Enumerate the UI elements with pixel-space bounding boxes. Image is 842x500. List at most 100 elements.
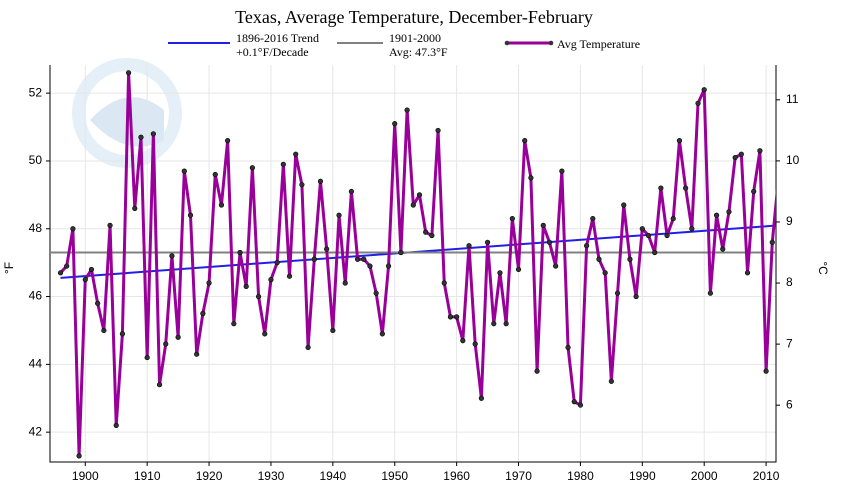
- data-point: [169, 253, 175, 259]
- data-point: [664, 232, 670, 239]
- data-point: [763, 368, 769, 374]
- data-point: [454, 314, 460, 320]
- data-point: [738, 151, 744, 157]
- data-point: [181, 168, 187, 174]
- axis-frame: [49, 65, 777, 463]
- data-point: [76, 453, 82, 459]
- data-point: [342, 280, 348, 286]
- data-point: [590, 215, 596, 222]
- legend-label: Avg: 47.3°F: [389, 45, 448, 59]
- data-point: [713, 212, 720, 218]
- data-point: [423, 229, 429, 235]
- data-point: [138, 134, 144, 140]
- y2-tick-label: 7: [786, 336, 793, 350]
- data-point: [608, 378, 614, 384]
- y2-tick-label: 8: [786, 275, 793, 289]
- x-tick-label: 2010: [753, 469, 780, 483]
- x-tick-label: 1900: [72, 469, 99, 483]
- data-point: [565, 344, 571, 351]
- data-point: [670, 215, 676, 222]
- data-point: [385, 263, 392, 269]
- data-point: [744, 270, 751, 276]
- data-point: [107, 222, 113, 228]
- data-point: [720, 246, 726, 252]
- data-point: [429, 232, 435, 239]
- x-tick-label: 1970: [505, 469, 532, 483]
- data-point: [701, 87, 707, 93]
- data-point: [212, 171, 218, 178]
- legend-label: +0.1°F/Decade: [236, 45, 309, 59]
- data-point: [293, 151, 299, 157]
- x-tick-label: 1980: [567, 469, 594, 483]
- data-point: [156, 382, 163, 388]
- data-point: [70, 226, 76, 232]
- data-point: [621, 202, 627, 208]
- data-point: [243, 283, 249, 289]
- x-tick-label: 1950: [381, 469, 408, 483]
- data-point: [286, 273, 293, 279]
- y-tick-label: 42: [29, 424, 43, 438]
- data-point: [602, 270, 608, 276]
- y2-axis-label: °C: [816, 261, 830, 275]
- data-point: [769, 239, 775, 245]
- data-point: [398, 249, 404, 256]
- data-point: [348, 188, 355, 195]
- data-point: [144, 354, 150, 361]
- y2-tick-label: 10: [786, 153, 800, 167]
- data-point: [441, 280, 447, 286]
- data-point: [299, 182, 305, 188]
- legend-marker: [504, 40, 510, 46]
- data-point: [707, 290, 713, 296]
- x-tick-label: 1940: [319, 469, 346, 483]
- y2-tick-label: 11: [786, 92, 799, 106]
- data-point: [95, 300, 101, 306]
- data-point: [775, 177, 776, 179]
- x-tick-label: 1920: [196, 469, 223, 483]
- data-point: [82, 277, 88, 283]
- data-point: [732, 154, 738, 161]
- data-point: [757, 148, 763, 154]
- data-point: [695, 100, 701, 106]
- x-tick-label: 2000: [691, 469, 718, 483]
- data-point: [218, 202, 225, 208]
- data-point: [404, 107, 410, 113]
- data-point: [305, 344, 311, 351]
- data-point: [206, 280, 212, 286]
- data-point: [163, 341, 169, 347]
- data-point: [379, 331, 385, 337]
- data-point: [187, 212, 194, 218]
- legend-label: 1901-2000: [389, 31, 441, 45]
- data-point: [472, 341, 478, 347]
- data-point: [231, 321, 237, 327]
- data-point: [255, 293, 262, 300]
- data-point: [596, 256, 602, 262]
- data-point: [751, 188, 757, 195]
- y-tick-label: 50: [29, 153, 43, 167]
- data-point: [150, 131, 156, 137]
- data-point: [577, 402, 584, 408]
- data-point: [88, 266, 95, 273]
- data-point: [361, 256, 367, 262]
- legend-label: Avg Temperature: [557, 37, 640, 51]
- data-point: [546, 239, 553, 245]
- data-point: [119, 331, 126, 337]
- data-point: [658, 185, 664, 191]
- y-tick-label: 44: [29, 357, 43, 371]
- data-point: [392, 121, 398, 127]
- data-point: [200, 310, 206, 317]
- data-point: [503, 321, 509, 327]
- data-point: [559, 168, 565, 174]
- data-point: [330, 327, 336, 334]
- data-point: [491, 321, 497, 327]
- data-point: [584, 243, 590, 249]
- data-point: [274, 260, 280, 266]
- data-point: [540, 222, 546, 228]
- x-tick-label: 1910: [134, 469, 161, 483]
- data-point: [113, 422, 119, 428]
- data-point: [726, 209, 732, 215]
- data-point: [633, 293, 639, 300]
- data-point: [534, 368, 540, 374]
- data-point: [639, 226, 645, 232]
- x-tick-label: 1990: [629, 469, 656, 483]
